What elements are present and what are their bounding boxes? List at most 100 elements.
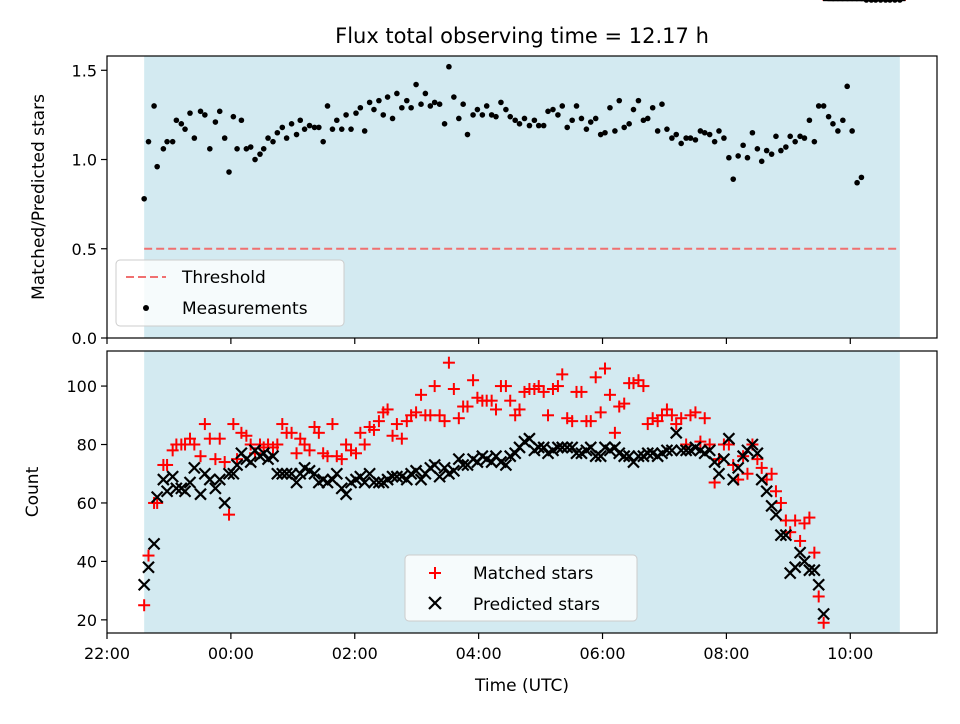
top-plot-frame bbox=[106, 55, 938, 339]
measurement-point bbox=[270, 138, 276, 145]
predicted-star-point bbox=[280, 467, 293, 481]
measurement-point bbox=[202, 112, 208, 118]
predicted-star-point bbox=[386, 470, 399, 483]
measurement-point bbox=[569, 117, 575, 124]
measurement-point bbox=[721, 135, 727, 141]
measurement-point bbox=[626, 121, 632, 127]
measurement-point bbox=[311, 124, 318, 131]
matched-star-point bbox=[751, 453, 764, 466]
measurement-point bbox=[422, 90, 429, 97]
matched-star-point bbox=[209, 453, 222, 466]
measurement-point bbox=[583, 126, 590, 132]
measurement-point bbox=[825, 113, 832, 120]
measurement-point bbox=[783, 144, 789, 150]
measurement-point bbox=[293, 131, 300, 138]
measurement-point bbox=[687, 135, 694, 141]
predicted-star-point bbox=[447, 464, 461, 478]
matched-star-point bbox=[812, 590, 825, 603]
predicted-star-point bbox=[142, 560, 155, 574]
measurement-point bbox=[578, 115, 585, 122]
y-tick-label: 80 bbox=[77, 436, 97, 455]
measurement-point bbox=[778, 147, 784, 154]
measurement-point bbox=[758, 158, 765, 165]
measurement-point bbox=[207, 146, 213, 152]
measurement-point bbox=[797, 133, 803, 140]
matched-star-point bbox=[727, 458, 740, 471]
matched-star-point bbox=[789, 514, 802, 527]
legend-measurements-swatch bbox=[143, 305, 149, 311]
measurement-point bbox=[366, 99, 373, 106]
top-legend-box bbox=[115, 259, 345, 327]
bottom-legend: Matched stars Predicted stars bbox=[404, 554, 638, 622]
matched-star-point bbox=[227, 418, 240, 431]
measurement-point bbox=[399, 104, 405, 111]
measurement-point bbox=[274, 129, 281, 136]
y-tick-label: 0.0 bbox=[72, 329, 97, 348]
matched-star-point bbox=[551, 380, 564, 393]
measurement-point bbox=[540, 122, 547, 129]
measurement-point bbox=[451, 94, 457, 100]
matched-star-point bbox=[312, 426, 325, 439]
matched-star-point bbox=[142, 549, 155, 562]
measurement-point bbox=[145, 138, 152, 145]
matched-star-point bbox=[161, 458, 174, 471]
measurement-point bbox=[644, 115, 651, 122]
matched-star-point bbox=[410, 406, 423, 419]
predicted-star-point bbox=[551, 441, 565, 454]
measurement-point bbox=[353, 110, 359, 116]
matched-star-point bbox=[350, 447, 362, 460]
measurement-point bbox=[792, 138, 798, 145]
measurement-point bbox=[555, 112, 561, 118]
x-tick-label: 04:00 bbox=[456, 644, 502, 663]
measurement-point bbox=[384, 94, 391, 100]
matched-star-point bbox=[774, 496, 787, 509]
predicted-star-point bbox=[213, 473, 227, 486]
measurement-point bbox=[212, 119, 219, 125]
measurement-point bbox=[612, 128, 618, 134]
predicted-star-point bbox=[793, 546, 807, 559]
measurement-point bbox=[516, 121, 523, 127]
matched-star-point bbox=[741, 467, 754, 480]
measurement-point bbox=[498, 99, 504, 106]
predicted-star-point bbox=[803, 563, 816, 577]
measurement-point bbox=[297, 117, 304, 124]
predicted-star-point bbox=[560, 441, 574, 454]
predicted-star-point bbox=[669, 426, 683, 440]
predicted-star-point bbox=[367, 476, 381, 489]
measurement-point bbox=[763, 147, 770, 154]
measurement-point bbox=[635, 97, 642, 104]
matched-star-point bbox=[276, 418, 289, 431]
matched-star-point bbox=[271, 438, 284, 451]
predicted-star-point bbox=[227, 467, 240, 481]
measurement-point bbox=[659, 101, 665, 107]
matched-star-point bbox=[556, 368, 569, 381]
measurement-point bbox=[283, 135, 290, 141]
predicted-star-point bbox=[779, 528, 793, 542]
matched-star-point bbox=[381, 403, 394, 416]
measurement-point bbox=[592, 115, 599, 122]
measurement-point bbox=[835, 128, 841, 134]
measurement-point bbox=[173, 117, 180, 124]
measurement-point bbox=[216, 108, 223, 115]
predicted-star-point bbox=[499, 458, 513, 472]
y-tick-label: 100 bbox=[66, 377, 97, 396]
predicted-star-point bbox=[244, 455, 257, 469]
measurement-point bbox=[811, 138, 818, 145]
bottom-plot-frame bbox=[106, 350, 938, 634]
measurement-point bbox=[446, 63, 452, 70]
legend-predicted-label: Predicted stars bbox=[473, 595, 600, 615]
predicted-star-point bbox=[617, 449, 631, 463]
matched-star-point bbox=[326, 418, 339, 431]
measurement-point bbox=[806, 117, 813, 124]
measurement-point bbox=[521, 115, 528, 122]
matched-star-point bbox=[513, 403, 526, 416]
measurement-point bbox=[474, 106, 481, 113]
measurement-point bbox=[669, 135, 675, 141]
matched-star-point bbox=[589, 371, 602, 384]
measurement-point bbox=[182, 126, 188, 132]
measurement-point bbox=[711, 138, 718, 145]
legend-measurements-label: Measurements bbox=[182, 299, 308, 319]
predicted-star-point bbox=[160, 484, 174, 498]
predicted-star-point bbox=[712, 467, 726, 481]
matched-star-point bbox=[698, 412, 711, 425]
